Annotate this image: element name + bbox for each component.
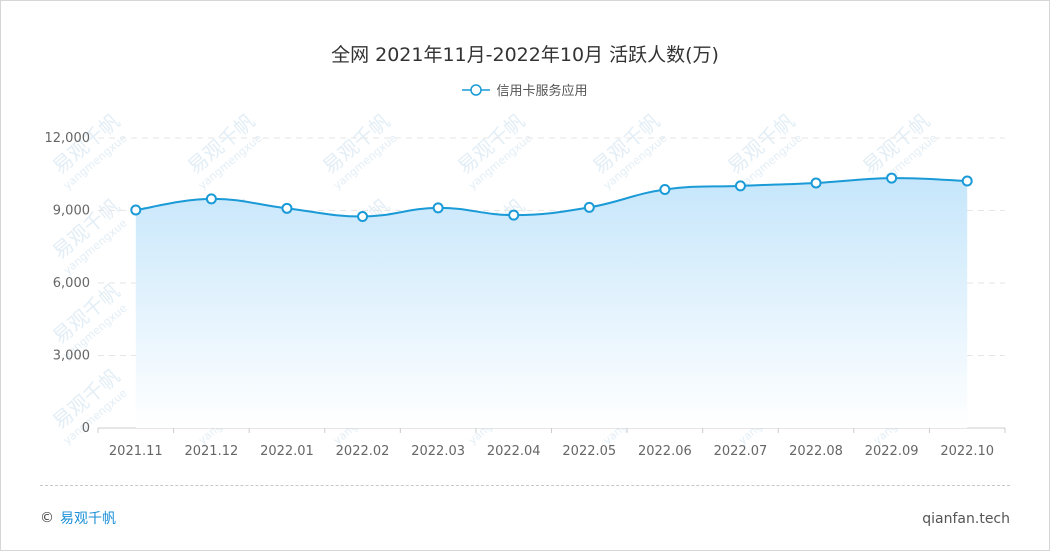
series-area bbox=[135, 178, 968, 428]
data-point bbox=[659, 183, 671, 195]
data-point bbox=[886, 172, 898, 184]
x-tick-label: 2022.04 bbox=[487, 444, 541, 459]
x-tick-label: 2022.03 bbox=[411, 444, 465, 459]
series-line bbox=[135, 177, 968, 218]
site-url[interactable]: qianfan.tech bbox=[922, 511, 1010, 527]
data-point bbox=[130, 204, 142, 216]
y-tick-label: 0 bbox=[82, 421, 90, 436]
legend[interactable]: 信用卡服务应用 bbox=[0, 80, 1050, 99]
copyright: © 易观千帆 bbox=[40, 508, 116, 528]
y-tick-label: 9,000 bbox=[53, 204, 90, 219]
data-point bbox=[281, 202, 293, 214]
data-point bbox=[432, 202, 444, 214]
brand-name: 易观千帆 bbox=[60, 511, 116, 527]
copyright-symbol: © bbox=[40, 510, 54, 526]
data-point bbox=[583, 201, 595, 213]
x-tick-label: 2021.12 bbox=[184, 444, 238, 459]
y-tick-label: 3,000 bbox=[53, 349, 90, 364]
data-point bbox=[508, 209, 520, 221]
x-tick-label: 2022.06 bbox=[638, 444, 692, 459]
chart-title: 全网 2021年11月-2022年10月 活跃人数(万) bbox=[331, 44, 719, 66]
x-tick-label: 2022.10 bbox=[940, 444, 994, 459]
data-point bbox=[734, 180, 746, 192]
legend-marker-icon bbox=[462, 83, 491, 96]
x-tick-label: 2022.08 bbox=[789, 444, 843, 459]
data-point bbox=[810, 177, 822, 189]
data-point bbox=[961, 175, 973, 187]
legend-label: 信用卡服务应用 bbox=[496, 84, 588, 99]
footer-divider bbox=[40, 485, 1010, 486]
x-tick-label: 2022.02 bbox=[336, 444, 390, 459]
x-tick-label: 2022.01 bbox=[260, 444, 314, 459]
x-tick-label: 2022.05 bbox=[562, 444, 616, 459]
y-tick-label: 6,000 bbox=[53, 276, 90, 291]
x-tick-label: 2022.07 bbox=[714, 444, 768, 459]
data-point bbox=[357, 211, 369, 223]
data-point bbox=[205, 193, 217, 205]
y-tick-label: 12,000 bbox=[45, 131, 91, 146]
x-tick-label: 2022.09 bbox=[865, 444, 919, 459]
x-tick-label: 2021.11 bbox=[109, 444, 163, 459]
